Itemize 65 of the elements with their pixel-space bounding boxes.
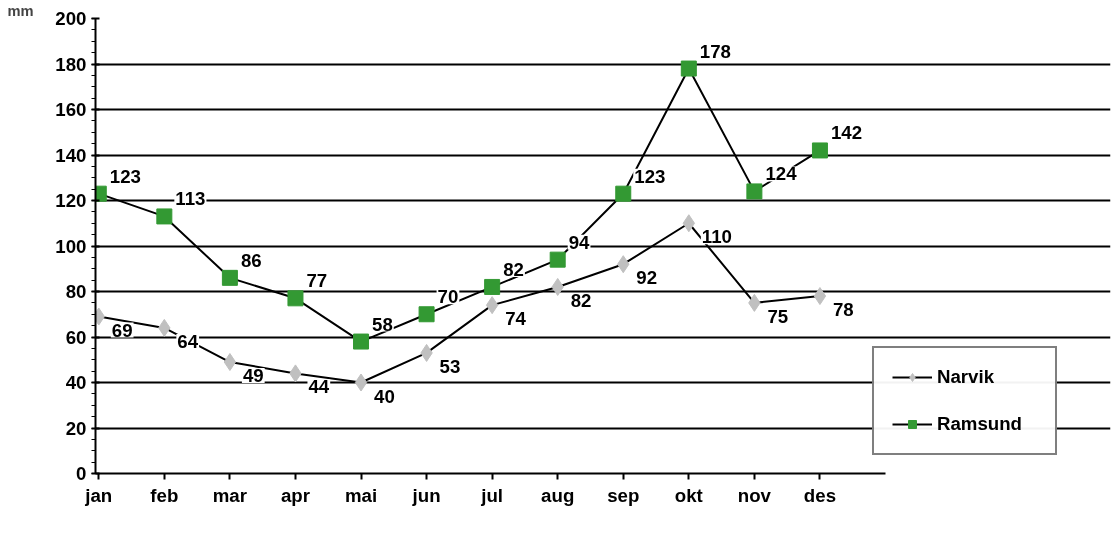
y-tick-label: 40: [65, 372, 87, 393]
y-tick-label: 140: [55, 144, 87, 166]
data-label: 74: [505, 308, 527, 330]
x-tick-label: feb: [150, 484, 179, 506]
point: [813, 287, 827, 306]
data-label: 40: [374, 385, 395, 407]
point: [811, 142, 828, 159]
data-label: 70: [437, 286, 459, 308]
x-tick-label: okt: [674, 484, 703, 506]
y-tick-label: 180: [55, 53, 87, 75]
point: [221, 269, 238, 286]
y-tick-label: 120: [55, 190, 87, 211]
y-axis-title: mm: [7, 2, 34, 19]
y-tick-label: 100: [55, 235, 87, 257]
point: [156, 208, 173, 225]
data-label: 142: [830, 122, 863, 144]
x-tick-label: apr: [280, 484, 310, 506]
data-label: 58: [372, 313, 393, 335]
x-tick-label: jan: [84, 484, 113, 506]
point: [484, 278, 501, 295]
point: [354, 373, 368, 392]
y-tick-label: 60: [65, 326, 87, 348]
x-tick-label: des: [803, 484, 837, 506]
legend-label: Narvik: [937, 366, 996, 388]
x-tick-label: sep: [607, 484, 640, 506]
data-label: 110: [701, 226, 732, 248]
data-label: 123: [634, 165, 666, 187]
point: [353, 333, 370, 350]
data-label: 86: [240, 249, 262, 271]
x-tick-label: jul: [480, 484, 504, 506]
data-label: 124: [765, 163, 798, 185]
y-tick-label: 200: [55, 8, 87, 29]
point: [746, 183, 763, 200]
data-label: 53: [439, 355, 461, 377]
x-tick-label: mai: [344, 484, 378, 506]
data-label: 123: [109, 165, 141, 187]
data-label: 82: [503, 258, 524, 280]
x-tick-label: nov: [737, 484, 772, 506]
y-tick-label: 0: [76, 463, 87, 484]
x-tick-label: jun: [411, 484, 441, 506]
point: [223, 353, 237, 372]
data-label: 75: [767, 305, 789, 327]
x-tick-label: aug: [541, 484, 575, 506]
data-label: 69: [111, 319, 133, 341]
point: [418, 306, 435, 323]
data-label: 92: [636, 267, 658, 289]
point: [287, 290, 304, 307]
point: [615, 185, 632, 202]
y-tick-label: 80: [65, 281, 87, 302]
data-label: 94: [568, 231, 591, 253]
data-label: 44: [308, 376, 330, 398]
point: [485, 296, 499, 315]
x-tick-label: mar: [212, 484, 248, 506]
data-label: 113: [175, 188, 206, 210]
data-label: 49: [242, 365, 264, 387]
point: [680, 60, 697, 77]
data-label: 82: [570, 289, 592, 311]
data-label: 64: [177, 330, 199, 352]
data-label: 78: [832, 299, 854, 321]
data-label: 77: [306, 270, 328, 292]
data-label: 178: [699, 40, 731, 62]
point: [549, 251, 566, 268]
y-tick-label: 160: [55, 99, 87, 120]
legend-label: Ramsund: [937, 413, 1023, 435]
y-tick-label: 20: [65, 417, 87, 439]
